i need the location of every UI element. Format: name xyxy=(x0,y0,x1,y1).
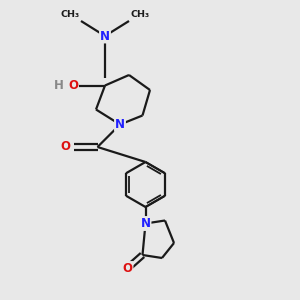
Text: N: N xyxy=(140,217,151,230)
Text: O: O xyxy=(61,140,70,154)
Text: CH₃: CH₃ xyxy=(60,11,80,20)
Text: CH₃: CH₃ xyxy=(130,11,150,20)
Text: N: N xyxy=(100,29,110,43)
Text: H: H xyxy=(54,79,64,92)
Text: O: O xyxy=(122,262,133,275)
Text: O: O xyxy=(68,79,78,92)
Text: N: N xyxy=(115,118,125,131)
